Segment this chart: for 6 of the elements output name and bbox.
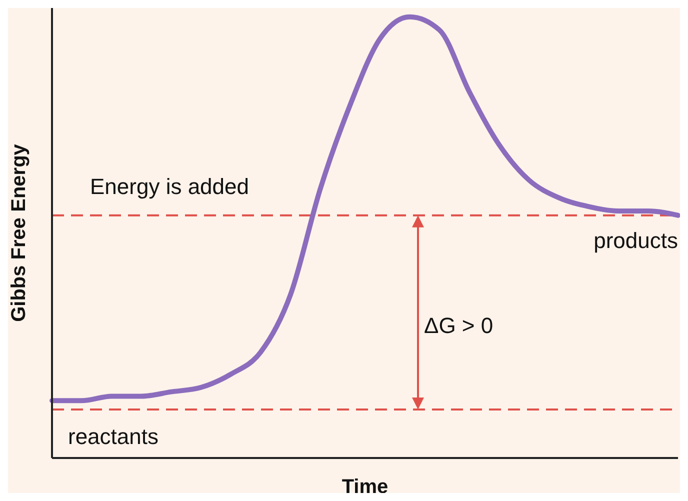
annotation: reactants (68, 424, 158, 449)
x-axis-title: Time (342, 476, 388, 498)
y-axis-title: Gibbs Free Energy (8, 143, 30, 322)
annotation: ΔG > 0 (424, 313, 494, 338)
annotation: Energy is added (90, 174, 249, 199)
annotation: products (594, 228, 678, 253)
